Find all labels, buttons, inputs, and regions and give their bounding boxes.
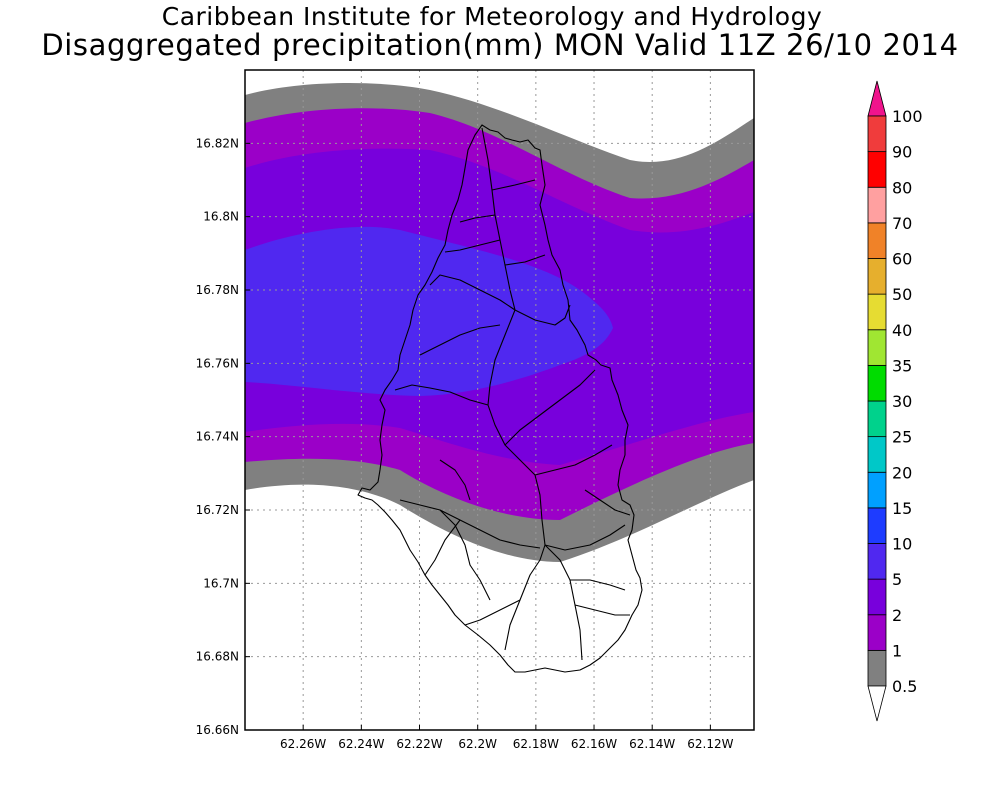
colorbar-label: 0.5 bbox=[892, 677, 917, 696]
lat-tick-label: 16.72N bbox=[196, 503, 239, 517]
lon-tick-label: 62.22W bbox=[396, 737, 442, 751]
colorbar-segment bbox=[867, 364, 887, 402]
colorbar-segment bbox=[867, 186, 887, 224]
lat-tick-label: 16.76N bbox=[196, 356, 239, 370]
colorbar-label: 20 bbox=[892, 463, 912, 482]
lon-tick-label: 62.16W bbox=[571, 737, 617, 751]
lon-tick-label: 62.2W bbox=[458, 737, 497, 751]
lat-tick-label: 16.68N bbox=[196, 650, 239, 664]
colorbar-segment bbox=[867, 649, 887, 687]
colorbar-label: 50 bbox=[892, 285, 912, 304]
lon-tick-label: 62.18W bbox=[513, 737, 559, 751]
colorbar-label: 15 bbox=[892, 499, 912, 518]
colorbar-segment bbox=[867, 543, 887, 580]
colorbar-segment bbox=[867, 151, 887, 188]
colorbar-segment bbox=[867, 507, 887, 544]
lon-tick-label: 62.26W bbox=[280, 737, 326, 751]
colorbar-segment bbox=[867, 293, 887, 331]
lat-tick-label: 16.74N bbox=[196, 430, 239, 444]
colorbar-segment bbox=[867, 471, 887, 509]
lon-axis: 62.26W 62.24W 62.22W 62.2W 62.18W 62.16W 62.14… bbox=[280, 725, 734, 751]
colorbar-label: 70 bbox=[892, 214, 912, 233]
lat-tick-label: 16.82N bbox=[196, 136, 239, 150]
lat-tick-label: 16.8N bbox=[203, 210, 239, 224]
colorbar-under-arrow bbox=[867, 685, 887, 722]
lat-tick-label: 16.78N bbox=[196, 283, 239, 297]
colorbar-segment bbox=[867, 436, 887, 473]
island-outline bbox=[357, 124, 643, 673]
colorbar-label: 10 bbox=[892, 535, 912, 554]
colorbar-label: 2 bbox=[892, 606, 902, 625]
plot-frame bbox=[244, 69, 755, 731]
colorbar-label: 60 bbox=[892, 250, 912, 269]
lon-tick-label: 62.24W bbox=[338, 737, 384, 751]
colorbar-label: 30 bbox=[892, 392, 912, 411]
colorbar-segment bbox=[867, 578, 887, 616]
colorbar-label: 90 bbox=[892, 143, 912, 162]
map-title: Caribbean Institute for Meteorology and … bbox=[161, 2, 823, 31]
colorbar-label: 1 bbox=[892, 641, 902, 660]
colorbar-over-arrow bbox=[867, 80, 887, 117]
colorbar-segment bbox=[867, 258, 887, 295]
colorbar-label: 80 bbox=[892, 178, 912, 197]
map-subtitle: Disaggregated precipitation(mm) MON Vali… bbox=[41, 28, 959, 62]
colorbar-segment bbox=[867, 329, 887, 366]
lat-tick-label: 16.7N bbox=[203, 576, 239, 590]
colorbar-segment bbox=[867, 222, 887, 259]
colorbar-label: 40 bbox=[892, 321, 912, 340]
colorbar-segment bbox=[867, 400, 887, 438]
colorbar-segment bbox=[867, 614, 887, 651]
lat-tick-label: 16.66N bbox=[196, 723, 239, 737]
band-5-10 bbox=[245, 226, 613, 396]
lat-axis: 16.82N 16.8N 16.78N 16.76N 16.74N 16.72N 16.7N… bbox=[196, 136, 250, 737]
colorbar-label: 5 bbox=[892, 570, 902, 589]
colorbar-label: 25 bbox=[892, 428, 912, 447]
lon-tick-label: 62.14W bbox=[629, 737, 675, 751]
colorbar-label: 100 bbox=[892, 107, 923, 126]
colorbar-segment bbox=[867, 115, 887, 153]
colorbar-label: 35 bbox=[892, 356, 912, 375]
grid-lines bbox=[245, 70, 754, 730]
lon-tick-label: 62.12W bbox=[687, 737, 733, 751]
